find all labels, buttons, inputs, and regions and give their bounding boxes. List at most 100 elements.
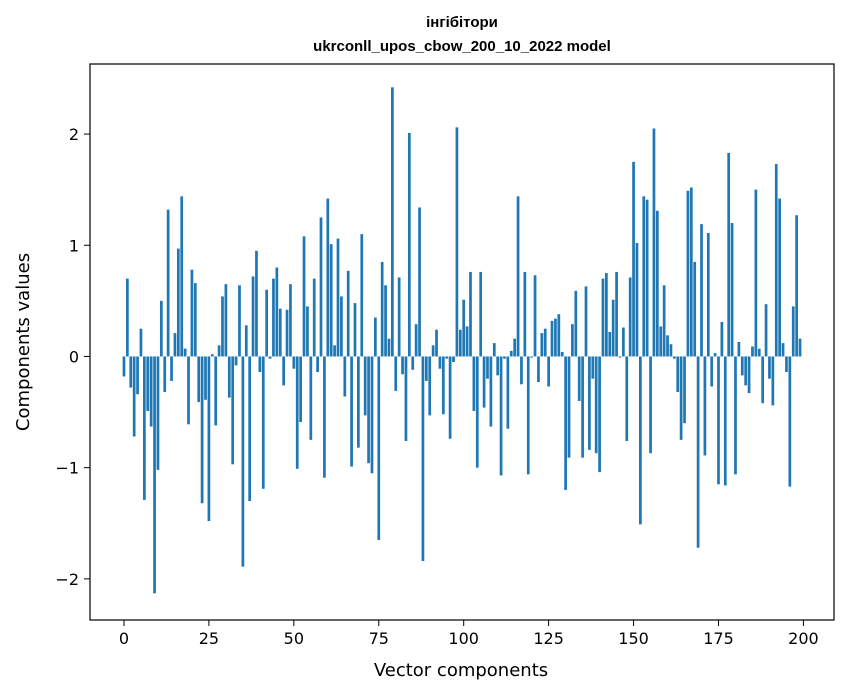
bar: [370, 356, 374, 474]
x-tick-label: 125: [533, 629, 564, 648]
y-tick-label: −1: [55, 459, 79, 478]
bar: [543, 328, 547, 357]
bar: [275, 267, 279, 357]
bar: [363, 356, 367, 416]
bar: [217, 345, 221, 357]
bar: [346, 270, 350, 357]
bar: [486, 356, 489, 379]
bar: [462, 299, 466, 357]
bar: [649, 356, 652, 454]
bar: [438, 356, 442, 369]
bar: [122, 356, 126, 377]
bar: [391, 87, 394, 357]
bar: [149, 356, 153, 427]
bar: [129, 356, 133, 388]
bar: [180, 196, 184, 357]
bar: [407, 132, 411, 357]
bar: [231, 356, 235, 465]
bar: [747, 356, 751, 394]
bar: [197, 356, 201, 403]
bar: [764, 304, 768, 357]
bar: [448, 356, 452, 439]
bar: [360, 234, 364, 357]
bar: [615, 271, 618, 357]
bar: [652, 128, 656, 357]
bar: [666, 335, 669, 357]
bar: [574, 290, 578, 357]
bar: [136, 356, 139, 395]
bar: [771, 356, 775, 406]
bar: [397, 277, 401, 357]
bar: [659, 326, 663, 357]
bar: [357, 356, 360, 448]
x-tick-label: 50: [284, 629, 304, 648]
bar: [713, 353, 717, 357]
y-tick-label: 2: [69, 125, 79, 144]
bar: [635, 243, 639, 357]
bar: [380, 261, 384, 357]
bar: [302, 236, 306, 357]
bar: [706, 233, 710, 357]
bar: [520, 356, 523, 385]
bar: [343, 356, 347, 397]
bar: [143, 356, 146, 500]
bar: [309, 356, 313, 440]
bar: [204, 356, 207, 400]
bar: [452, 356, 455, 363]
bar: [333, 345, 336, 357]
bar: [564, 356, 567, 490]
bar: [571, 324, 574, 357]
bar: [655, 210, 659, 357]
x-tick-label: 200: [788, 629, 819, 648]
bar: [227, 356, 231, 398]
bar: [214, 356, 218, 426]
bar: [676, 356, 680, 393]
bar: [785, 356, 788, 373]
bar: [472, 356, 476, 411]
x-tick-label: 0: [119, 629, 129, 648]
bar: [622, 327, 625, 357]
bar: [210, 354, 214, 357]
x-tick-label: 150: [618, 629, 649, 648]
bar: [367, 356, 370, 464]
bar: [774, 164, 778, 357]
bar: [554, 318, 557, 357]
bar: [316, 356, 319, 373]
y-axis-ticks: −2 −1 0 1 2: [55, 125, 90, 589]
bar: [421, 356, 425, 562]
bar: [336, 238, 340, 357]
bar: [353, 303, 357, 357]
bar: [689, 187, 693, 357]
bar: [557, 314, 561, 357]
bar: [394, 356, 398, 391]
bar: [581, 356, 584, 458]
bar: [401, 356, 404, 375]
bar: [778, 198, 781, 357]
chart-subtitle: ukrconll_upos_cbow_200_10_2022 model: [313, 38, 611, 55]
bar: [639, 356, 642, 525]
bar: [261, 356, 265, 489]
bar: [295, 356, 299, 469]
bar: [506, 356, 510, 429]
bar: [710, 356, 714, 387]
bar: [350, 356, 353, 467]
bar: [258, 356, 262, 373]
bar: [482, 356, 486, 408]
bar: [645, 199, 649, 357]
bar: [540, 333, 544, 357]
bar: [411, 356, 415, 370]
bar: [173, 333, 177, 357]
bar: [248, 356, 252, 502]
bar: [547, 356, 550, 387]
bar: [414, 324, 418, 357]
bar: [221, 296, 224, 357]
bar: [272, 278, 275, 357]
bar: [424, 356, 428, 381]
bar: [588, 356, 591, 450]
bar: [278, 308, 282, 357]
bar: [693, 261, 697, 357]
bar: [146, 356, 150, 411]
bar: [696, 356, 700, 548]
bar: [445, 356, 449, 359]
